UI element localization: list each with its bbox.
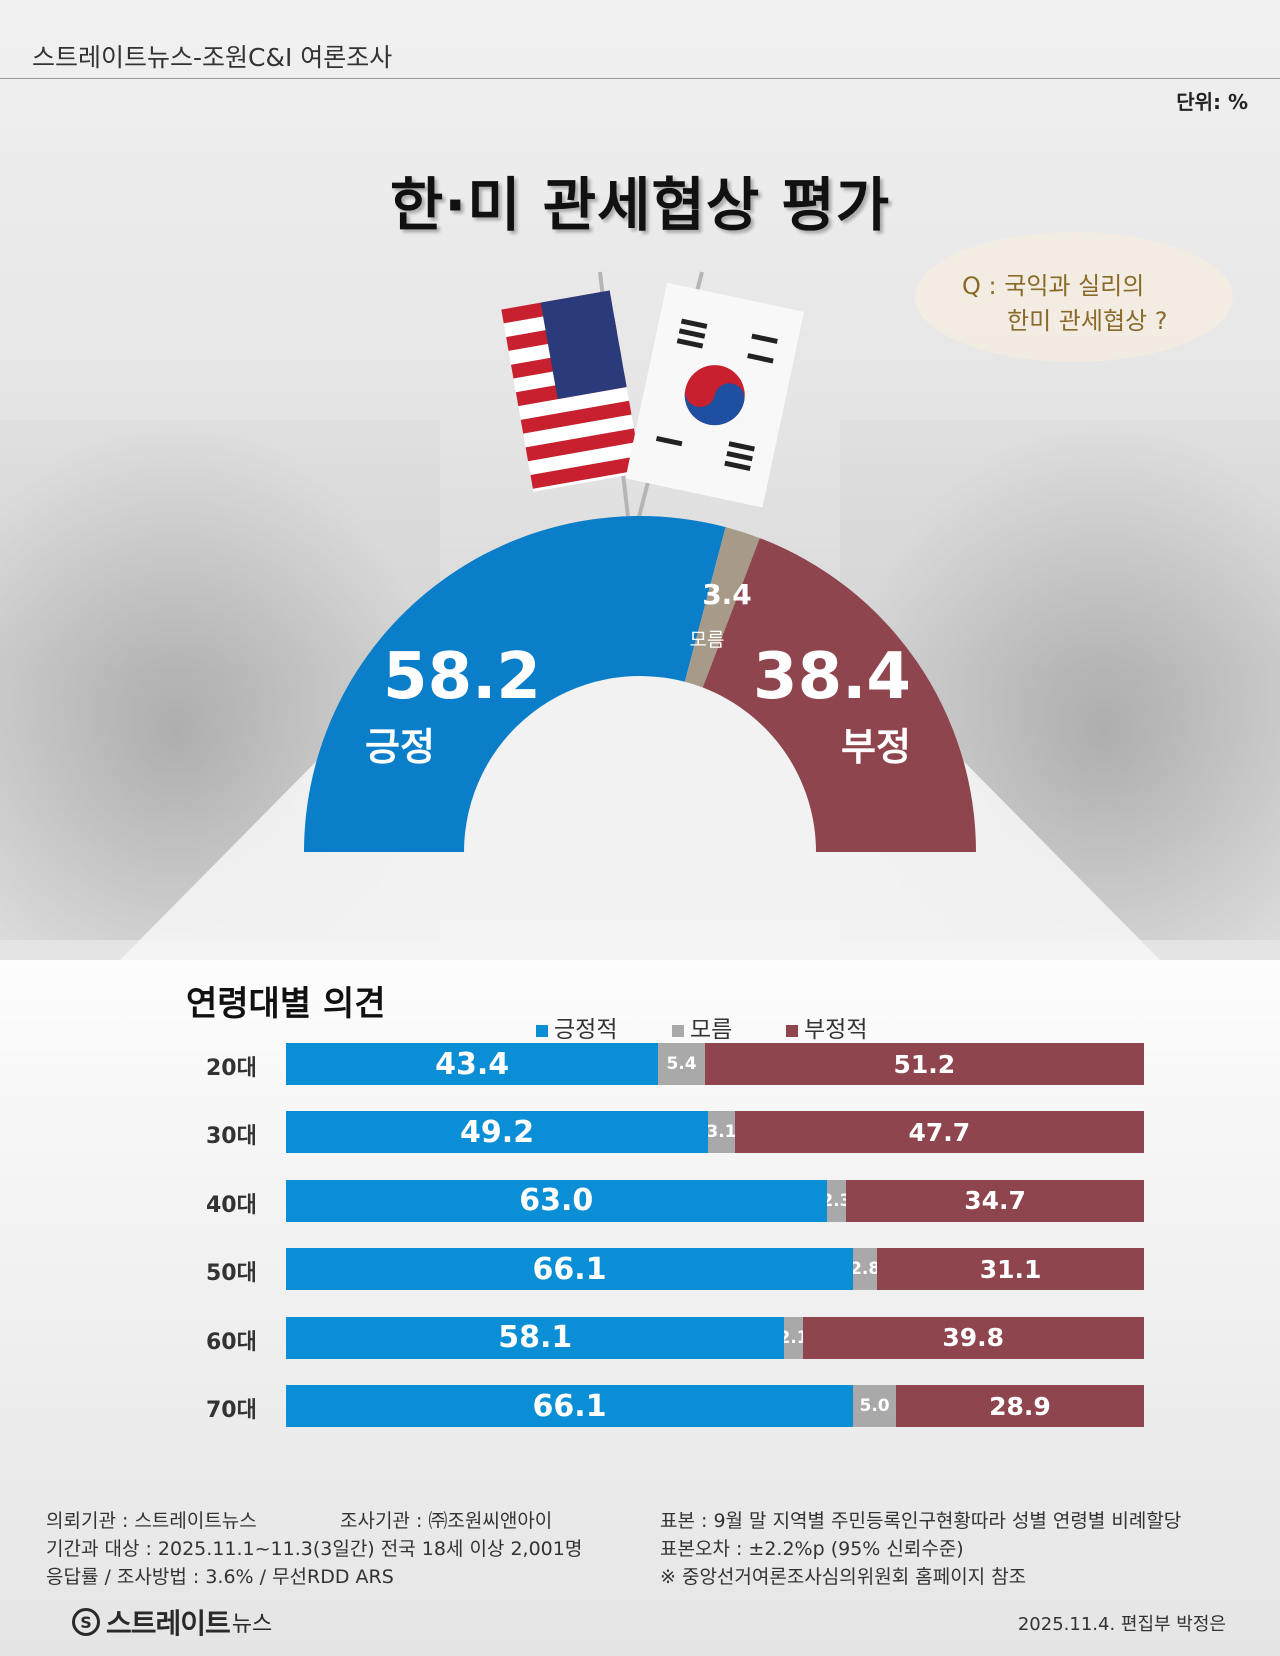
age-label: 50대	[206, 1261, 257, 1287]
positive-value-label: 58.2	[383, 640, 541, 714]
bar-segment-pos: 58.1	[286, 1316, 785, 1359]
legend-item-2: 모름	[672, 1010, 732, 1044]
logo-mark-icon: S	[72, 1608, 100, 1636]
legend-swatch	[672, 1024, 684, 1037]
bar-segment-neg: 28.9	[896, 1385, 1144, 1427]
age-label: 60대	[206, 1329, 257, 1355]
age-label: 40대	[206, 1192, 257, 1218]
legend-item-3: 부정적	[786, 1010, 867, 1044]
footer-period: 기간과 대상 : 2025.11.1~11.3(3일간) 전국 18세 이상 2…	[46, 1538, 583, 1560]
bar-segment-unk: 3.1	[708, 1111, 735, 1154]
unit-label: 단위: %	[1176, 90, 1248, 114]
footer-agency: 조사기관 : ㈜조원씨앤아이	[340, 1510, 553, 1532]
semi-donut-chart: 58.2 긍정 38.4 부정 3.4 모름	[304, 516, 976, 852]
bar-segment-pos: 66.1	[286, 1385, 854, 1427]
bar-segment-neg: 31.1	[877, 1248, 1144, 1291]
flags-illustration	[501, 271, 805, 553]
brand-logo: S 스트레이트 뉴스	[72, 1604, 272, 1640]
legend-swatch	[786, 1024, 798, 1037]
legend-swatch	[536, 1024, 548, 1037]
age-label: 20대	[206, 1056, 257, 1081]
us-flag-icon	[501, 271, 642, 553]
page-title: 한·미 관세협상 평가	[389, 171, 891, 239]
footer-note: ※ 중앙선거여론조사심의위원회 홈페이지 참조	[660, 1566, 1027, 1588]
bar-segment-neg: 39.8	[802, 1316, 1144, 1359]
slice-unknown	[684, 527, 760, 688]
kr-flag-icon	[625, 271, 805, 553]
logo-sub: 뉴스	[231, 1612, 273, 1637]
bar-segment-unk: 5.0	[853, 1385, 897, 1427]
positive-category-label: 긍정	[365, 725, 435, 769]
bar-segment-pos: 63.0	[286, 1179, 827, 1222]
bar-segment-neg: 34.7	[846, 1179, 1144, 1222]
footer-method: 응답률 / 조사방법 : 3.6% / 무선RDD ARS	[46, 1566, 394, 1588]
legend-item-1: 긍정적	[536, 1010, 617, 1044]
legend-label: 부정적	[804, 1017, 868, 1043]
bar-row: 58.12.139.8	[286, 1316, 1144, 1359]
slice-negative	[702, 538, 976, 852]
footer-error: 표본오차 : ±2.2%p (95% 신뢰수준)	[660, 1538, 964, 1560]
logo-text: 스트레이트	[106, 1607, 231, 1640]
source-title: 스트레이트뉴스-조원C&I 여론조사	[32, 43, 393, 72]
legend-label: 모름	[690, 1017, 733, 1043]
unknown-category-label: 모름	[690, 629, 725, 651]
bar-segment-neg: 51.2	[704, 1043, 1144, 1085]
negative-value-label: 38.4	[753, 640, 911, 714]
question-line-1: Q : 국익과 실리의	[962, 272, 1145, 300]
bar-segment-neg: 47.7	[734, 1111, 1144, 1154]
bar-segment-unk: 2.3	[826, 1179, 847, 1222]
legend-label: 긍정적	[554, 1017, 618, 1043]
bar-row: 43.4 5.4 51.2	[286, 1043, 1144, 1085]
question-line-2: 한미 관세협상 ?	[1007, 307, 1168, 335]
bar-segment-unk: 5.4	[658, 1043, 705, 1085]
section-title: 연령대별 의견	[186, 984, 386, 1024]
negative-category-label: 부정	[841, 725, 911, 769]
bar-segment-unk: 2.1	[784, 1316, 803, 1359]
bar-row: 63.0 2.3 34.7	[286, 1179, 1144, 1222]
age-label: 70대	[206, 1398, 257, 1423]
bar-row: 66.1 2.8 31.1	[286, 1248, 1144, 1291]
bar-segment-unk: 2.8	[853, 1248, 878, 1291]
question-bubble	[915, 232, 1233, 362]
bar-row: 66.1 5.0 28.9	[286, 1385, 1144, 1427]
unknown-value-label: 3.4	[702, 578, 752, 611]
bar-segment-pos: 49.2	[286, 1111, 709, 1154]
header-divider	[0, 78, 1280, 79]
credit: 2025.11.4. 편집부 박정은	[1017, 1614, 1226, 1635]
age-label: 30대	[206, 1124, 257, 1150]
bar-row: 49.2 3.1 47.7	[286, 1111, 1144, 1154]
bar-segment-pos: 43.4	[286, 1043, 659, 1085]
bar-segment-pos: 66.1	[286, 1248, 854, 1291]
slice-positive	[304, 516, 726, 852]
footer-sample: 표본 : 9월 말 지역별 주민등록인구현황따라 성별 연령별 비례할당	[660, 1510, 1182, 1532]
footer-client: 의뢰기관 : 스트레이트뉴스	[46, 1510, 257, 1532]
